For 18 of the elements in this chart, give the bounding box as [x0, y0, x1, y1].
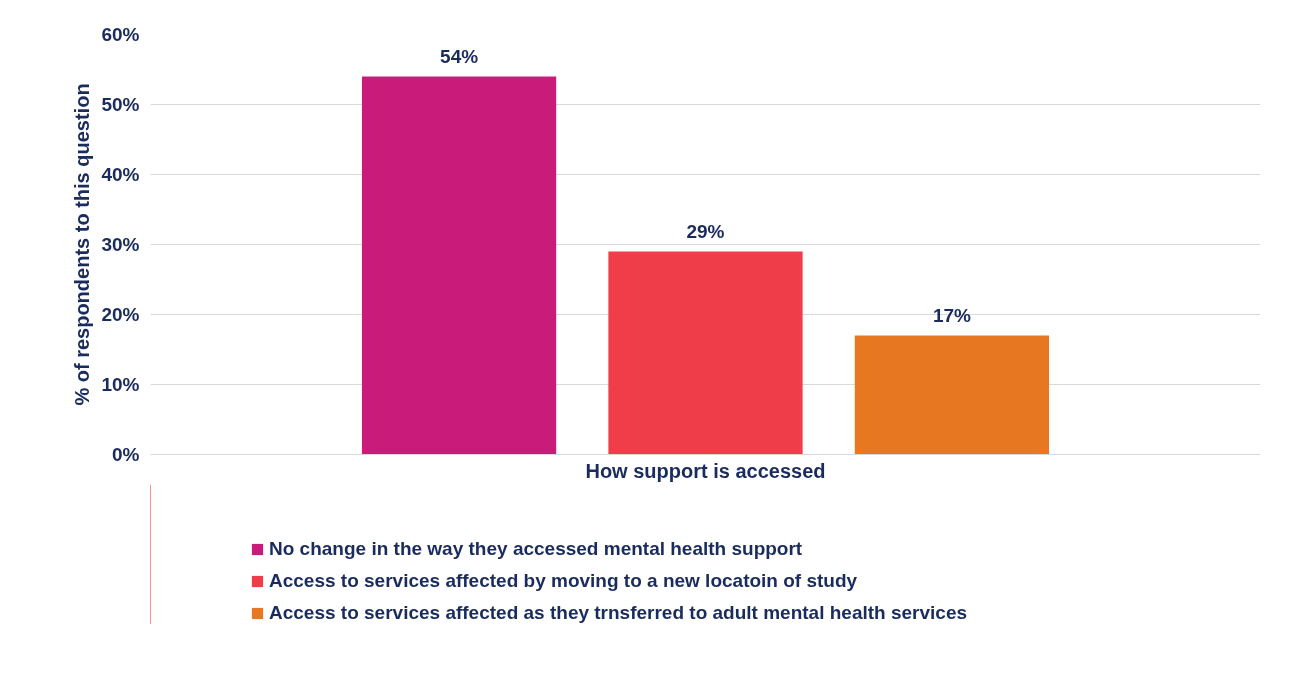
bar — [361, 76, 557, 455]
y-tick-label: 30% — [101, 234, 140, 255]
y-axis-title: % of respondents to this question — [71, 83, 94, 406]
x-axis-title: How support is accessed — [585, 459, 826, 482]
data-label: 17% — [932, 304, 972, 326]
y-tick-label: 10% — [101, 374, 140, 395]
y-tick-label: 50% — [101, 94, 140, 115]
data-label: 29% — [686, 220, 725, 242]
bar — [854, 335, 1050, 455]
y-tick-label: 40% — [101, 164, 140, 185]
data-label: 54% — [440, 45, 479, 67]
legend-label: No change in the way they accessed mental health support — [269, 538, 803, 560]
legend-label: Access to services affected as they trnsferred to adult mental health services — [269, 602, 968, 624]
bar — [608, 251, 803, 455]
y-tick-label: 60% — [101, 24, 140, 45]
y-tick-label: 0% — [112, 444, 140, 465]
legend-label: Access to services affected by moving to a new locatoin of study — [269, 570, 858, 592]
y-tick-label: 20% — [101, 304, 140, 325]
